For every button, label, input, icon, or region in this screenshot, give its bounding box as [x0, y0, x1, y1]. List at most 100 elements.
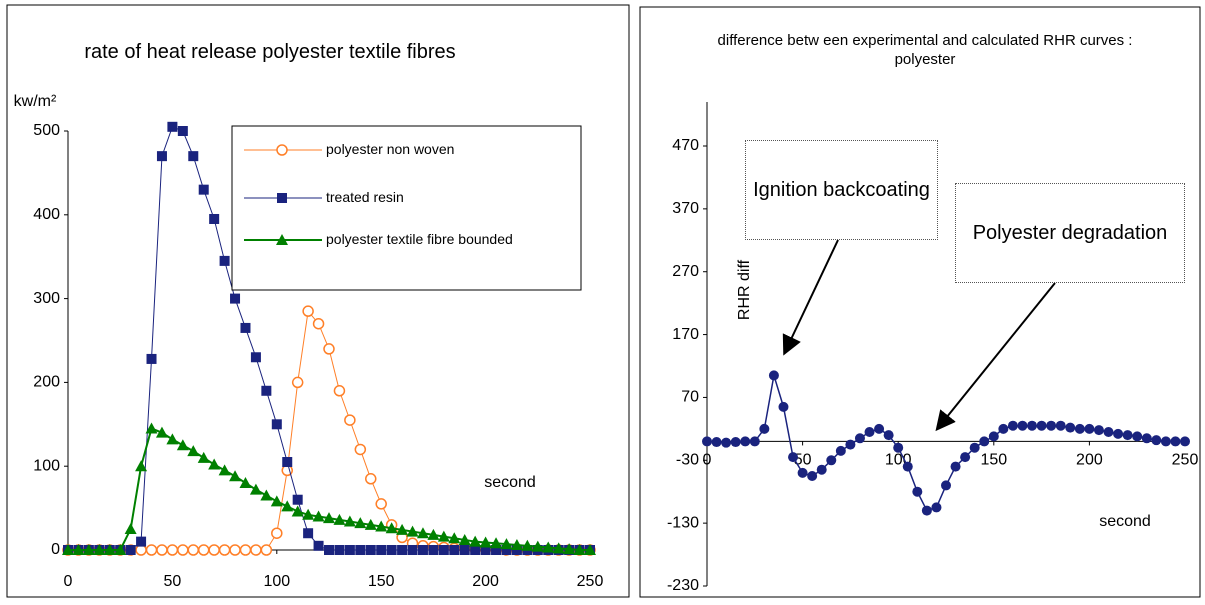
marker — [1170, 436, 1181, 447]
x-tick-label: 250 — [1172, 452, 1199, 469]
marker — [417, 545, 428, 555]
y-tick-label: 470 — [672, 137, 699, 154]
marker — [931, 502, 942, 513]
legend-label: polyester non woven — [326, 141, 455, 157]
marker — [893, 442, 904, 453]
marker — [303, 528, 314, 539]
marker — [1036, 420, 1047, 431]
marker — [344, 545, 355, 555]
marker — [490, 537, 503, 549]
legend-label: polyester textile fibre bounded — [326, 231, 513, 247]
marker — [835, 445, 846, 456]
marker — [208, 544, 220, 556]
marker — [208, 458, 221, 470]
marker — [250, 352, 261, 363]
marker — [218, 544, 231, 556]
marker — [438, 545, 449, 555]
marker — [344, 414, 356, 426]
marker — [759, 423, 770, 434]
x-tick-label: 0 — [703, 452, 712, 469]
y-tick-label: 370 — [672, 200, 699, 217]
marker — [500, 538, 513, 550]
marker — [788, 452, 799, 463]
x-tick-label: 150 — [368, 573, 395, 590]
marker — [385, 522, 398, 534]
marker — [72, 544, 85, 555]
y-tick-label: 0 — [51, 541, 60, 558]
marker — [531, 540, 544, 552]
y-tick-label: -130 — [667, 514, 699, 531]
marker — [334, 545, 345, 555]
chart-frame — [6, 4, 630, 598]
marker — [240, 322, 251, 333]
marker — [276, 234, 288, 245]
marker — [510, 538, 523, 550]
marker — [177, 544, 189, 556]
marker — [437, 530, 450, 542]
marker — [449, 545, 460, 555]
marker — [354, 517, 367, 529]
marker — [187, 544, 200, 556]
chart-title: difference betw een experimental and cal… — [717, 32, 1133, 68]
x-tick-label: 200 — [472, 573, 499, 590]
marker — [458, 533, 471, 545]
marker — [333, 513, 346, 525]
x-tick-label: 150 — [980, 452, 1007, 469]
marker — [1132, 431, 1143, 442]
marker — [807, 471, 818, 481]
marker — [145, 544, 158, 556]
marker — [584, 544, 596, 555]
chart-frame — [639, 6, 1201, 598]
y-tick-label: -30 — [676, 452, 699, 469]
marker — [323, 343, 335, 355]
marker — [333, 385, 346, 397]
marker — [302, 305, 314, 317]
marker — [1017, 420, 1028, 431]
marker — [740, 436, 751, 447]
marker — [1160, 436, 1171, 447]
marker — [479, 536, 492, 548]
marker — [711, 437, 722, 448]
marker — [323, 512, 335, 524]
marker — [312, 510, 325, 522]
marker — [82, 544, 95, 555]
marker — [124, 523, 137, 535]
y-tick-label: 170 — [672, 326, 699, 343]
marker — [375, 498, 387, 510]
marker — [156, 544, 168, 556]
y-tick-label: 270 — [672, 263, 699, 280]
marker — [816, 464, 827, 475]
marker — [778, 401, 789, 412]
marker — [501, 545, 512, 555]
marker — [1007, 420, 1018, 431]
marker — [573, 544, 586, 555]
marker — [250, 544, 262, 556]
marker — [219, 255, 230, 266]
marker — [302, 508, 315, 520]
marker — [1141, 433, 1152, 444]
marker — [416, 527, 429, 539]
marker — [1103, 427, 1114, 437]
marker — [912, 486, 923, 497]
marker — [902, 461, 913, 472]
chart-title: rate of heat release polyester textile f… — [84, 41, 456, 63]
marker — [155, 426, 168, 438]
marker — [448, 532, 461, 544]
x-tick-label: 0 — [64, 573, 73, 590]
marker — [375, 520, 388, 532]
marker — [343, 515, 356, 527]
marker — [156, 151, 167, 162]
marker — [397, 545, 408, 555]
marker — [845, 439, 856, 450]
marker — [125, 545, 136, 555]
marker — [1113, 428, 1124, 439]
marker — [1151, 435, 1162, 446]
marker — [135, 460, 148, 472]
marker — [542, 541, 555, 553]
marker — [270, 495, 283, 507]
annotation: Ignition backcoating — [745, 140, 938, 240]
marker — [166, 433, 179, 445]
marker — [406, 525, 419, 537]
marker — [188, 151, 199, 162]
